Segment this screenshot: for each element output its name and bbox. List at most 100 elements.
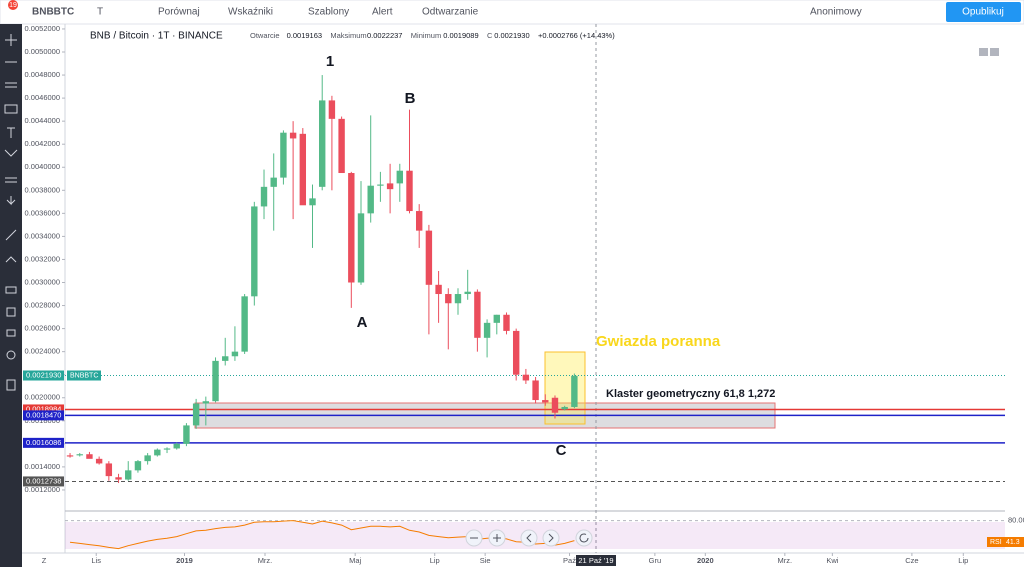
top-toolbar (0, 0, 1024, 25)
price-tag: 0.0016086 (26, 438, 61, 447)
annotation: Klaster geometryczny 61,8 1,272 (606, 388, 775, 400)
candle-body (512, 330, 520, 375)
stat-name: Maksimum (330, 31, 366, 40)
rsi-tick-label: 80.00 (1008, 516, 1024, 525)
y-tick-label: 0.0046000 (25, 93, 60, 102)
y-tick-label: 0.0044000 (25, 116, 60, 125)
candle-body (551, 397, 559, 413)
stats: Otwarcie 0.0019163 Maksimum 0.0022237 Minimu… (250, 31, 615, 40)
annotation: C (556, 442, 567, 459)
annotation: 1 (326, 53, 334, 70)
publish[interactable]: Opublikuj (962, 7, 1004, 18)
compare[interactable]: Porównaj (158, 7, 200, 18)
candle-body (202, 401, 210, 404)
x-tick-label: Mrz. (778, 556, 793, 565)
stat-value: 0.0021930 (494, 31, 529, 40)
x-tick-label: Sie (480, 556, 491, 565)
x-tick-label: Lis (91, 556, 101, 565)
stat-name: Otwarcie (250, 31, 280, 40)
candle-body (299, 133, 307, 206)
candle-body (125, 470, 132, 480)
candle-body (192, 403, 200, 426)
scroll-button[interactable] (979, 48, 988, 56)
symbol-tag: BNBBTC (70, 372, 98, 379)
y-tick-label: 0.0026000 (25, 324, 60, 333)
stat-value: 0.0019089 (443, 31, 478, 40)
candle-body (396, 170, 403, 184)
left-toolbar (0, 24, 22, 567)
candle-body (154, 449, 161, 456)
candle-body (561, 406, 568, 410)
chart-title: BNB / Bitcoin · 1T · BINANCE (90, 31, 223, 42)
candle-body (222, 356, 229, 361)
y-tick-label: 0.0036000 (25, 208, 60, 217)
candle-body (134, 461, 142, 471)
candle-body (76, 454, 83, 456)
highlight-rectangle[interactable] (544, 351, 586, 425)
y-tick-label: 0.0032000 (25, 254, 60, 263)
cursor-tag-bg (576, 555, 616, 566)
candle-body (464, 291, 471, 295)
y-tick-label: 0.0042000 (25, 139, 60, 148)
price-tag: 0.0018470 (26, 410, 61, 419)
price-tag: 0.0021930 (26, 370, 61, 379)
scroll-button[interactable] (990, 48, 999, 56)
candle-body (173, 443, 180, 449)
x-tick-label: Paź (563, 556, 576, 565)
candle-body (483, 322, 491, 338)
candle-body (260, 186, 268, 207)
candle-body (280, 132, 287, 178)
candle-body (289, 132, 297, 139)
x-tick-label: Mrz. (258, 556, 273, 565)
scroll-right[interactable] (542, 529, 560, 547)
candle-body (86, 454, 93, 459)
stat-value: +0.0002766 (+14.43%) (538, 31, 615, 40)
y-tick-label: 0.0024000 (25, 347, 60, 356)
alert[interactable]: Alert (372, 7, 393, 18)
badge: 19 (9, 2, 17, 9)
candle-body (532, 380, 539, 401)
replay[interactable]: Odtwarzanie (422, 7, 479, 18)
cursor-tag: 21 Paź '19 (578, 556, 613, 565)
timezone: Z (42, 556, 47, 565)
candle-body (406, 170, 413, 212)
y-tick-label: 0.0038000 (25, 185, 60, 194)
x-tick-label: Maj (349, 556, 361, 565)
annotation: A (357, 314, 368, 331)
nav-buttons (465, 529, 593, 547)
rsi-value: 41.3 (1006, 539, 1020, 546)
rsi-tag-bg (987, 537, 1024, 547)
candle-body (241, 296, 248, 352)
candle-body (503, 314, 510, 331)
annotation: Gwiazda poranna (596, 333, 721, 350)
nav-icons (470, 533, 589, 543)
y-tick-label: 0.0030000 (25, 277, 60, 286)
candle-body (493, 314, 500, 323)
price-tag-bg (23, 370, 64, 381)
candle-body (270, 177, 277, 187)
templates[interactable]: Szablony (308, 7, 349, 18)
tool-icons (4, 34, 18, 391)
candle-body (144, 455, 151, 462)
candle-body (571, 375, 578, 407)
publish-button[interactable] (946, 2, 1021, 22)
x-tick-label: Cze (905, 556, 918, 565)
user[interactable]: Anonimowy (810, 7, 862, 18)
text-tool[interactable]: T (97, 7, 103, 18)
symbol[interactable]: BNBBTC (32, 7, 74, 18)
indicators[interactable]: Wskaźniki (228, 7, 273, 18)
x-tick-label: Lip (958, 556, 968, 565)
candle-body (251, 206, 258, 297)
price-tag-bg (23, 404, 64, 415)
plot: 0.00120000.00140000.00160000.00180000.00… (23, 24, 1024, 566)
scroll-left[interactable] (520, 529, 538, 547)
stat-value: 0.0022237 (367, 31, 402, 40)
y-tick-label: 0.0052000 (25, 24, 60, 33)
x-tick-label: Lip (430, 556, 440, 565)
y-tick-label: 0.0028000 (25, 301, 60, 310)
rsi-name: RSI (990, 539, 1002, 546)
reset[interactable] (575, 529, 593, 547)
y-tick-label: 0.0020000 (25, 393, 60, 402)
